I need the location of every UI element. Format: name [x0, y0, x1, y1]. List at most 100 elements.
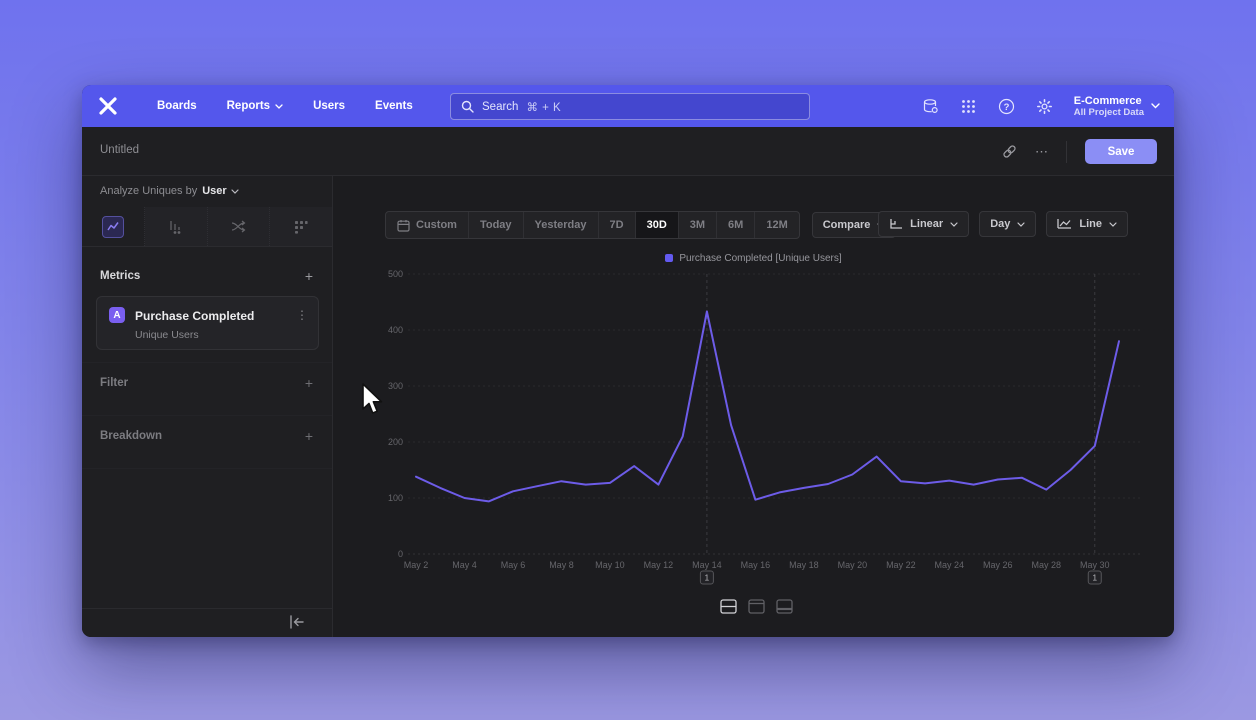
layout-table-only-icon[interactable]	[775, 598, 793, 615]
x-axis-tick: May 18	[789, 560, 819, 570]
x-axis-tick: May 4	[452, 560, 477, 570]
section-divider	[82, 362, 332, 363]
annotation-count: 1	[1092, 573, 1097, 583]
x-axis-tick: May 28	[1032, 560, 1062, 570]
x-axis-tick: May 14	[692, 560, 722, 570]
view-layout-toggles	[719, 598, 793, 615]
mixpanel-logo-icon[interactable]	[98, 96, 118, 116]
tab-retention[interactable]	[270, 207, 332, 246]
search-shortcut: ⌘ + K	[526, 101, 562, 114]
retention-grid-icon	[295, 220, 308, 234]
analyze-prefix: Analyze Uniques by	[100, 185, 198, 197]
x-axis-tick: May 6	[501, 560, 526, 570]
chevron-down-icon	[950, 221, 958, 227]
range-custom[interactable]: Custom	[386, 212, 469, 238]
x-axis-tick: May 2	[404, 560, 429, 570]
funnels-bars-icon	[170, 220, 181, 234]
date-range-segmented-control: Custom Today Yesterday 7D 30D 3M 6M 12M	[385, 211, 800, 239]
interval-select[interactable]: Day	[979, 211, 1037, 237]
chart-legend[interactable]: Purchase Completed [Unique Users]	[333, 253, 1174, 264]
report-title[interactable]: Untitled	[100, 144, 139, 156]
y-axis-tick: 300	[388, 381, 403, 391]
chevron-down-icon	[231, 188, 239, 194]
x-axis-tick: May 26	[983, 560, 1013, 570]
metric-kebab-icon[interactable]: ⋮	[296, 308, 308, 322]
section-divider	[82, 468, 332, 469]
report-type-tabs	[82, 207, 332, 247]
linear-axis-icon	[890, 219, 903, 229]
help-icon[interactable]: ?	[998, 98, 1015, 115]
layout-chart-and-table-icon[interactable]	[719, 598, 737, 615]
top-nav: Boards Reports Users Events Search ⌘ + K	[82, 85, 1174, 127]
project-name: E-Commerce	[1073, 94, 1142, 107]
search-icon	[461, 100, 474, 113]
collapse-sidebar-icon[interactable]	[288, 614, 306, 630]
layout-chart-only-icon[interactable]	[747, 598, 765, 615]
chevron-down-icon	[275, 103, 283, 109]
tab-flows[interactable]	[207, 207, 271, 246]
y-axis-tick: 0	[398, 549, 403, 559]
metrics-section-label: Metrics	[100, 270, 141, 282]
report-header: Untitled ⋯ Save	[82, 127, 1174, 176]
nav-menu: Boards Reports Users Events	[146, 94, 424, 118]
metric-event-name: Purchase Completed	[135, 309, 255, 323]
range-3m[interactable]: 3M	[679, 212, 718, 238]
y-axis-tick: 100	[388, 493, 403, 503]
data-management-icon[interactable]	[922, 98, 939, 115]
compare-label: Compare	[822, 219, 871, 231]
add-metric-button[interactable]: +	[304, 268, 314, 284]
more-options-icon[interactable]: ⋯	[1035, 143, 1048, 159]
annotation-badge[interactable]	[1087, 570, 1102, 585]
add-breakdown-button[interactable]: +	[304, 428, 314, 444]
search-input[interactable]: Search ⌘ + K	[450, 93, 810, 120]
project-scope: All Project Data	[1073, 106, 1144, 118]
range-30d[interactable]: 30D	[635, 212, 679, 238]
chevron-down-icon	[1151, 103, 1160, 109]
range-12m[interactable]: 12M	[755, 212, 798, 238]
y-axis-tick: 400	[388, 325, 403, 335]
series-line[interactable]	[415, 310, 1120, 503]
scale-label: Linear	[910, 218, 944, 230]
project-switcher[interactable]: E-Commerce All Project Data	[1074, 95, 1160, 118]
x-axis-tick: May 12	[644, 560, 674, 570]
range-yesterday[interactable]: Yesterday	[524, 212, 599, 238]
nav-item-users[interactable]: Users	[313, 100, 346, 112]
chart-type-label: Line	[1079, 218, 1102, 230]
filter-section-label: Filter	[100, 377, 129, 389]
metric-aggregation[interactable]: Unique Users	[135, 329, 199, 341]
x-axis-tick: May 22	[886, 560, 916, 570]
calendar-icon	[397, 219, 410, 232]
line-chart[interactable]: 0 100 200 300 400 500 1 1 May 2 May 4 May 6 May 8 Ma…	[333, 268, 1174, 598]
flows-arrows-icon	[231, 220, 246, 233]
range-6m[interactable]: 6M	[717, 212, 756, 238]
chart-type-select[interactable]: Line	[1046, 211, 1128, 237]
nav-item-events[interactable]: Events	[375, 100, 413, 112]
line-chart-icon	[1057, 219, 1072, 229]
tab-insights[interactable]	[82, 207, 145, 246]
copy-link-icon[interactable]	[1002, 144, 1017, 159]
x-axis-tick: May 10	[595, 560, 625, 570]
legend-label: Purchase Completed [Unique Users]	[679, 253, 842, 264]
svg-text:?: ?	[1003, 102, 1009, 113]
range-7d[interactable]: 7D	[599, 212, 636, 238]
range-today[interactable]: Today	[469, 212, 524, 238]
analyze-selector[interactable]: Analyze Uniques by User	[100, 185, 239, 197]
apps-grid-icon[interactable]	[960, 98, 977, 115]
annotation-count: 1	[705, 573, 710, 583]
x-axis-tick: May 16	[741, 560, 771, 570]
add-filter-button[interactable]: +	[304, 375, 314, 391]
app-window: Boards Reports Users Events Search ⌘ + K	[82, 85, 1174, 637]
settings-gear-icon[interactable]	[1036, 98, 1053, 115]
query-sidebar: Analyze Uniques by User	[82, 176, 333, 637]
chart-panel: Custom Today Yesterday 7D 30D 3M 6M 12M Compare…	[333, 176, 1174, 637]
nav-item-reports[interactable]: Reports	[216, 94, 294, 118]
x-axis-tick: May 24	[935, 560, 965, 570]
save-button[interactable]: Save	[1085, 139, 1157, 164]
annotation-badge[interactable]	[699, 570, 714, 585]
scale-select[interactable]: Linear	[878, 211, 970, 237]
x-axis-tick: May 20	[838, 560, 868, 570]
metric-card[interactable]: A Purchase Completed Unique Users ⋮	[96, 296, 319, 350]
nav-item-boards[interactable]: Boards	[157, 100, 197, 112]
tab-funnels[interactable]	[144, 207, 208, 246]
insights-line-chart-icon	[107, 221, 119, 230]
